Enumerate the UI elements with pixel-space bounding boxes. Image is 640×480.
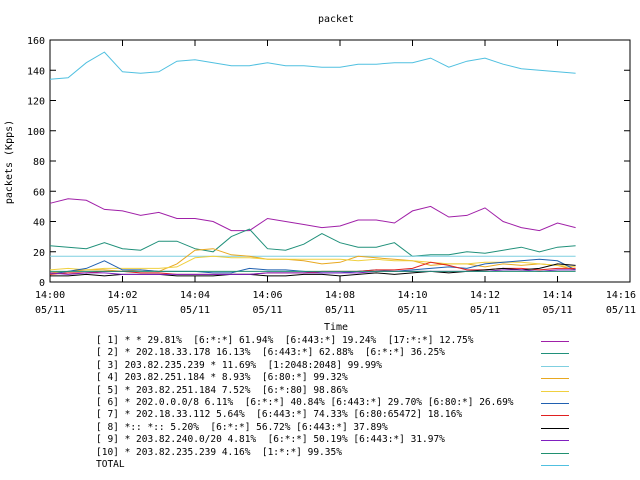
plot-frame — [49, 39, 631, 283]
x-tick-label: 14:10 — [397, 290, 427, 301]
y-tick-label: 160 — [27, 36, 45, 47]
x-tick-date-label: 05/11 — [252, 305, 282, 316]
y-tick-label: 40 — [33, 218, 45, 229]
x-tick-label: 14:06 — [252, 290, 282, 301]
x-tick-date-label: 05/11 — [35, 305, 65, 316]
series-line-1 — [49, 198, 576, 232]
series-line-2 — [49, 228, 576, 257]
y-tick-label: 120 — [27, 97, 45, 108]
series-lines — [49, 51, 576, 277]
x-tick-date-label: 05/11 — [542, 305, 572, 316]
x-tick-date-label: 05/11 — [470, 305, 500, 316]
y-tick-label: 140 — [27, 66, 45, 77]
x-tick-label: 14:00 — [35, 290, 65, 301]
x-tick-date-label: 05/11 — [325, 305, 355, 316]
x-tick-label: 14:04 — [180, 290, 210, 301]
x-tick-label: 14:12 — [470, 290, 500, 301]
x-tick-date-label: 05/11 — [180, 305, 210, 316]
x-tick-date-label: 05/11 — [397, 305, 427, 316]
x-tick-date-label: 05/11 — [606, 305, 636, 316]
x-tick-label: 14:16 — [606, 290, 636, 301]
series-line-11 — [49, 51, 576, 80]
x-tick-date-label: 05/11 — [107, 305, 137, 316]
series-line-5 — [49, 255, 576, 271]
plot-frame-and-ticks: 0 20 40 60 80 100 120 140 160 14:00 05/11 14:02 05/1… — [27, 36, 636, 316]
x-tick-label: 14:02 — [107, 290, 137, 301]
y-tick-label: 60 — [33, 187, 45, 198]
y-axis-label: packets (Kpps) — [4, 120, 15, 204]
y-tick-label: 100 — [27, 127, 45, 138]
x-tick-label: 14:08 — [325, 290, 355, 301]
chart-title: packet — [318, 14, 354, 25]
y-tick-label: 0 — [39, 278, 45, 289]
x-tick-label: 14:14 — [542, 290, 572, 301]
y-tick-label: 80 — [33, 157, 45, 168]
x-axis-label: Time — [324, 322, 348, 333]
y-tick-label: 20 — [33, 248, 45, 259]
